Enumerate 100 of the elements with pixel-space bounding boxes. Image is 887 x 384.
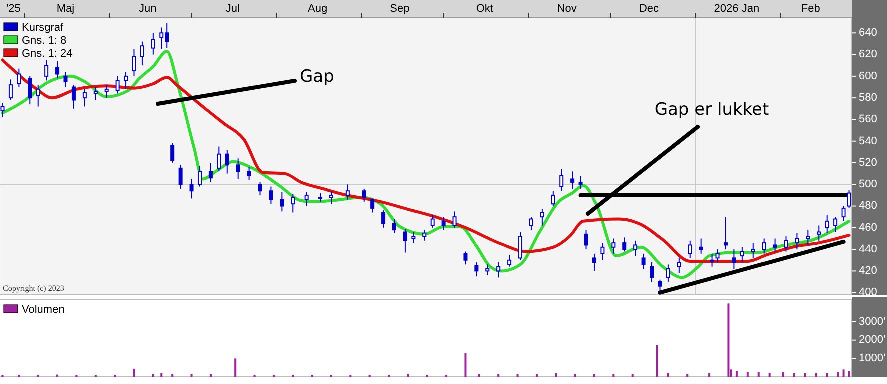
candlestick: [346, 184, 350, 200]
candlestick: [392, 218, 396, 234]
candlestick: [508, 254, 512, 268]
candlestick: [442, 216, 446, 231]
candlestick: [72, 84, 76, 110]
candlestick: [474, 262, 479, 278]
bar: [234, 358, 237, 377]
x-tick-label: '25: [6, 3, 21, 15]
candlestick: [560, 168, 564, 192]
bar: [536, 374, 538, 377]
candlestick: [36, 84, 40, 108]
candlestick: [280, 192, 284, 212]
candlestick: [44, 60, 49, 82]
y-tick-label: 640: [859, 27, 878, 40]
candlestick: [666, 264, 670, 283]
candlestick: [258, 182, 262, 196]
y-tick-label: 2000': [859, 334, 886, 346]
x-tick-label: Dec: [639, 3, 660, 15]
bar: [746, 372, 749, 377]
bar: [667, 373, 670, 377]
candlestick: [634, 240, 638, 257]
candlestick: [269, 186, 274, 205]
candlestick: [124, 72, 128, 90]
candlestick: [496, 262, 501, 278]
candlestick: [724, 216, 728, 250]
y-tick-label: 480: [859, 200, 878, 212]
y-tick-label: 440: [859, 243, 878, 256]
candlestick: [208, 162, 213, 183]
candlestick: [217, 146, 222, 172]
x-tick-label: Okt: [476, 3, 494, 15]
candlestick: [452, 211, 457, 228]
bar: [593, 374, 596, 377]
bar: [555, 373, 558, 377]
candlestick: [658, 279, 662, 292]
candlestick: [732, 249, 736, 270]
candlestick: [622, 237, 627, 252]
candlestick: [304, 192, 309, 207]
bar: [815, 373, 818, 377]
bar: [612, 374, 615, 377]
candlestick: [247, 166, 252, 181]
bar: [758, 372, 760, 377]
candlestick: [116, 76, 120, 94]
bar: [464, 354, 467, 377]
candlestick: [430, 214, 435, 228]
bar: [407, 374, 410, 377]
candlestick: [795, 232, 800, 250]
candlestick: [151, 32, 156, 56]
annotation: Gap: [300, 67, 334, 87]
candlestick: [584, 230, 588, 250]
candlestick: [486, 264, 490, 276]
candlestick: [592, 253, 596, 272]
legend-label: Gns. 1: 24: [22, 48, 73, 60]
candlestick: [834, 216, 838, 233]
legend-label: Gns. 1: 8: [22, 35, 67, 47]
y-tick-label: 520: [859, 156, 878, 169]
candlestick: [570, 171, 575, 190]
y-tick-label: 560: [859, 114, 878, 126]
y-tick-label: 540: [859, 135, 878, 148]
candlestick: [412, 232, 416, 244]
y-tick-label: 620: [859, 48, 878, 61]
legend-label: Kursgraf: [22, 22, 65, 34]
bar: [768, 373, 771, 377]
legend-label: Volumen: [22, 304, 65, 316]
candlestick: [677, 258, 682, 274]
candlestick: [56, 60, 60, 80]
y-tick-label: 3000': [859, 316, 886, 328]
x-tick-label: Feb: [801, 3, 820, 15]
bar: [708, 373, 711, 377]
bar: [686, 374, 689, 377]
candlestick: [716, 249, 720, 264]
x-tick-label: Sep: [390, 3, 410, 15]
x-tick-label: Jun: [139, 3, 157, 15]
candlestick: [178, 164, 183, 190]
y-tick-label: 1000': [859, 352, 886, 365]
candlestick: [225, 150, 230, 174]
candlestick: [518, 232, 523, 261]
candlestick: [464, 251, 468, 266]
candlestick: [370, 198, 375, 214]
candlestick: [842, 206, 846, 222]
candlestick: [650, 262, 654, 283]
y-tick-label: 460: [859, 222, 878, 234]
bar: [804, 373, 806, 377]
candlestick: [8, 79, 13, 101]
bar: [498, 374, 500, 377]
candlestick: [94, 86, 98, 101]
candlestick: [329, 190, 334, 205]
candlestick: [600, 242, 605, 261]
y-tick-label: 420: [859, 265, 878, 278]
annotation: Gap er lukket: [654, 100, 770, 120]
candlestick: [773, 238, 778, 252]
candlestick: [551, 190, 556, 207]
candlestick: [817, 225, 822, 242]
candlestick: [132, 48, 136, 77]
candlestick: [170, 143, 175, 164]
candlestick: [362, 188, 366, 202]
bar: [172, 374, 174, 377]
candlestick: [688, 240, 692, 259]
candlestick: [540, 209, 544, 226]
y-tick-label: 600: [859, 70, 878, 82]
candlestick: [825, 214, 830, 234]
